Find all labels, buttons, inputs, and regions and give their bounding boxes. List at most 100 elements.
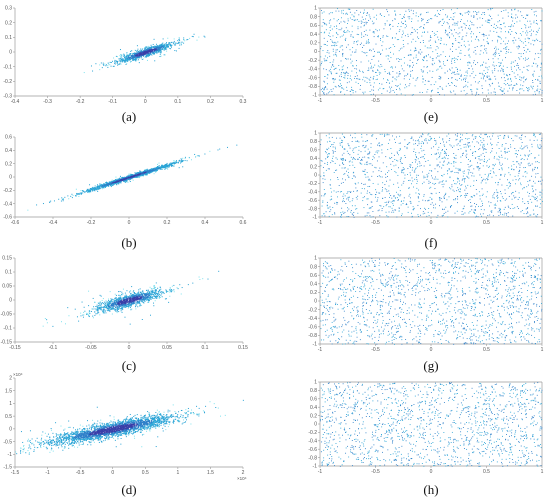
scatter-point [141,298,143,300]
scatter-point [144,296,146,298]
scatter-point [103,308,105,310]
scatter-point [133,176,135,178]
scatter-point [101,441,103,443]
scatter-point [143,302,145,304]
scatter-point [154,423,156,425]
scatter-point [178,42,180,44]
scatter-point [128,54,130,56]
scatter-point [127,59,129,61]
scatter-panel-b: -0.6 -0.4 -0.2 0 0.2 0.4 0.60.60.40.20-0.2-0.4… [3,135,246,250]
x-tick-label: -0.3 [43,99,52,105]
scatter-point [111,305,113,307]
scatter-point [186,160,188,162]
scatter-point [115,306,117,308]
scatter-point [180,158,182,160]
scatter-point [78,433,80,435]
scatter-point [77,193,79,195]
scatter-point [180,416,182,418]
scatter-point [89,442,91,444]
scatter-point [91,189,93,191]
scatter-point [122,288,124,290]
scatter-point [125,55,127,57]
scatter-point [118,305,120,307]
scatter-point [167,291,169,293]
scatter-point [130,61,132,63]
scatter-point [198,155,200,157]
scatter-point [126,304,128,306]
scatter-point [40,445,42,447]
scatter-point [160,50,162,52]
scatter-point [125,177,127,179]
scatter-point [160,292,162,294]
scatter-point [91,308,93,310]
scatter-point [82,433,84,435]
scatter-point [177,41,179,43]
scatter-point [124,297,126,299]
scatter-point [103,427,105,429]
scatter-point [162,291,164,293]
scatter-point [155,416,157,418]
scatter-point [109,300,111,302]
scatter-point [114,293,116,295]
scatter-point [82,429,84,431]
scatter-point [64,440,66,442]
scatter-point [121,308,123,310]
scatter-point [114,302,116,304]
scatter-point [139,177,141,179]
scatter-point [152,51,154,53]
scatter-point [173,40,175,42]
scatter-point [113,304,115,306]
scatter-point [144,53,146,55]
scatter-point [30,448,32,450]
scatter-point [118,304,120,306]
scatter-point [106,429,108,431]
scatter-point [121,293,123,295]
scatter-point [141,299,143,301]
scatter-point [122,59,124,61]
scatter-point [156,49,158,51]
scatter-point [139,298,141,300]
scatter-point [137,298,139,300]
scatter-point [130,304,132,306]
scatter-point [114,308,116,310]
scatter-point [130,177,132,179]
scatter-point [164,164,166,166]
scatter-point [154,425,156,427]
scatter-point [154,167,156,169]
scatter-point [117,64,119,66]
scatter-point [76,433,78,435]
scatter-point [187,38,189,40]
scatter-point [140,292,142,294]
scatter-point [123,58,125,60]
scatter-point [164,47,166,49]
scatter-point [120,58,122,60]
scatter-point [102,311,104,313]
scatter-point [42,325,44,327]
scatter-point [105,304,107,306]
scatter-point [101,185,103,187]
scatter-point [127,56,129,58]
scatter-point [101,188,103,190]
scatter-point [121,300,123,302]
scatter-point [76,194,78,196]
scatter-point [115,425,117,427]
scatter-point [88,188,90,190]
scatter-point [76,316,78,318]
x-tick-label: 0 [128,220,131,226]
scatter-point [153,420,155,422]
scatter-point [100,62,102,64]
scatter-point [140,55,142,57]
scatter-point [106,182,108,184]
scatter-point [136,59,138,61]
scatter-point [166,163,168,165]
scatter-point [61,440,63,442]
scatter-point [122,302,124,304]
scatter-point [101,423,103,425]
scatter-point [120,177,122,179]
scatter-point [83,72,85,74]
scatter-point [124,295,126,297]
scatter-point [157,163,159,165]
scatter-point [158,421,160,423]
scatter-point [117,309,119,311]
scatter-point [133,302,135,304]
